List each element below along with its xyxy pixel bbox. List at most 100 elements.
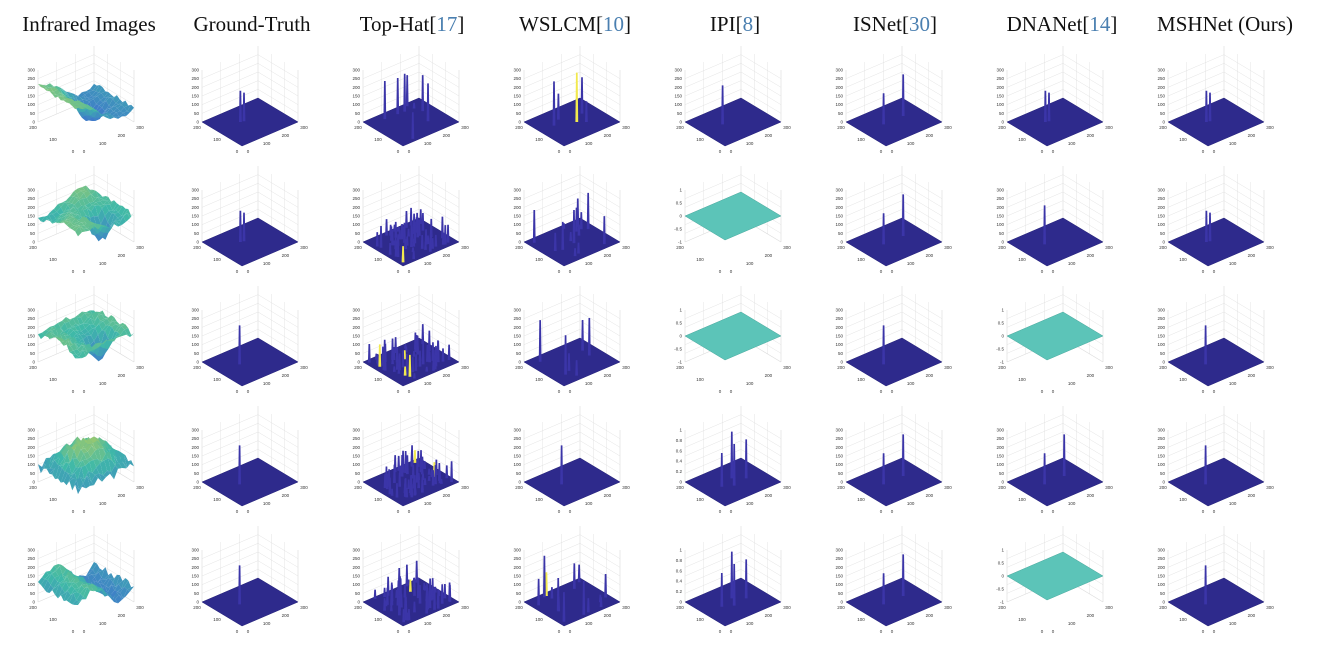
y-tick-label: 0 — [558, 509, 561, 514]
column-header-infrared-images: Infrared Images — [22, 12, 156, 37]
z-tick-label: 200 — [513, 85, 521, 90]
surface-facet — [90, 316, 98, 325]
z-tick-label: 250 — [1157, 76, 1165, 81]
citation-link[interactable]: 30 — [909, 12, 930, 36]
response-peak — [744, 559, 748, 599]
z-tick-label: 50 — [838, 591, 844, 596]
citation-link[interactable]: 10 — [603, 12, 625, 36]
z-tick-label: 0.5 — [676, 321, 683, 326]
z-tick-label: 250 — [191, 196, 199, 201]
x-tick-label: 200 — [926, 133, 934, 138]
surface-facet — [67, 570, 75, 579]
surface-facet — [90, 193, 98, 202]
x-tick-label: 100 — [1068, 381, 1076, 386]
surface-facet — [127, 104, 134, 113]
surface-facet — [76, 225, 84, 229]
surface-facet — [60, 452, 68, 466]
y-tick-label: 0 — [880, 509, 883, 514]
y-tick-label: 100 — [857, 137, 865, 142]
surface-facet — [73, 436, 81, 449]
citation-link[interactable]: 17 — [436, 12, 458, 36]
surface-facet — [90, 561, 97, 570]
surface-facet — [73, 102, 81, 106]
response-peak — [575, 360, 579, 376]
surface-facet — [83, 228, 90, 232]
z-tick-label: 300 — [513, 548, 521, 553]
x-tick-label: 200 — [1087, 133, 1095, 138]
surface-facet — [80, 313, 88, 324]
surface-facet — [83, 106, 90, 111]
response-peak — [242, 212, 246, 242]
x-tick-label: 300 — [783, 125, 791, 130]
surface-facet — [108, 458, 116, 472]
z-tick-label: 200 — [513, 565, 521, 570]
z-tick-label: 250 — [513, 76, 521, 81]
z-tick-label: 0.8 — [676, 558, 683, 563]
z-tick-label: 250 — [27, 196, 35, 201]
response-peak — [586, 192, 590, 230]
surface-facet — [80, 587, 88, 597]
surface-facet — [98, 236, 106, 242]
x-tick-label: 300 — [944, 605, 952, 610]
citation-link[interactable]: 14 — [1089, 12, 1111, 36]
x-tick-label: 200 — [118, 373, 126, 378]
z-tick-label: 100 — [513, 222, 521, 227]
surface-facet — [47, 330, 55, 337]
z-tick-label: 250 — [191, 436, 199, 441]
surface-facet — [85, 202, 93, 208]
citation-link[interactable]: 8 — [742, 12, 754, 36]
plot-row3-ground-truth: 300 250 200 150 100 50 0 0 100 200 300 0 100 200 — [191, 286, 308, 394]
plot-row5-isnet: 300 250 200 150 100 50 0 0 100 200 300 0 100 200 — [835, 526, 952, 634]
y-tick-label: 0 — [236, 149, 239, 154]
floor-plane — [1167, 577, 1265, 627]
surface-facet — [59, 566, 67, 575]
surface-facet — [101, 195, 109, 201]
surface-facet — [44, 87, 52, 90]
surface-facet — [115, 594, 122, 604]
surface-facet — [114, 450, 122, 463]
surface-facet — [84, 205, 92, 212]
surface-facet — [98, 567, 106, 578]
surface-facet — [79, 349, 86, 359]
surface-facet — [84, 585, 92, 589]
surface-facet — [82, 311, 89, 314]
z-tick-label: 300 — [352, 428, 360, 433]
response-peak — [379, 225, 383, 248]
surface-facet — [112, 112, 120, 117]
plot-row5-top-hat: 300 250 200 150 100 50 0 0 100 200 300 0 100 200 — [352, 526, 469, 634]
x-tick-label: 300 — [622, 245, 630, 250]
surface-facet — [63, 221, 71, 226]
z-tick-label: 50 — [1160, 351, 1166, 356]
surface-facet — [90, 436, 97, 444]
z-tick-label: 200 — [191, 565, 199, 570]
surface-facet — [90, 95, 98, 100]
z-tick-label: 0 — [32, 360, 35, 365]
surface-facet — [113, 331, 121, 341]
surface-facet — [87, 574, 95, 583]
x-tick-label: 300 — [300, 125, 308, 130]
x-tick-label: 200 — [604, 613, 612, 618]
surface-facet — [76, 191, 84, 199]
x-tick-label: 200 — [282, 253, 290, 258]
response-peak — [431, 342, 435, 361]
z-tick-label: 300 — [1157, 548, 1165, 553]
surface-facet — [107, 94, 114, 98]
y-tick-label: 200 — [354, 365, 362, 370]
y-tick-label: 200 — [998, 125, 1006, 130]
response-peak — [434, 465, 437, 485]
surface-facet — [55, 95, 62, 98]
surface-facet — [94, 353, 102, 362]
z-tick-label: 0 — [1001, 480, 1004, 485]
z-tick-label: 150 — [1157, 574, 1165, 579]
surface-facet — [58, 320, 65, 328]
z-tick-label: 100 — [27, 462, 35, 467]
surface-facet — [43, 460, 51, 469]
z-tick-label: 0 — [1162, 360, 1165, 365]
x-tick-label: 300 — [783, 365, 791, 370]
flat-surface — [1006, 551, 1104, 601]
response-peak — [1208, 212, 1212, 242]
z-tick-label: 300 — [352, 188, 360, 193]
y-tick-label: 0 — [236, 629, 239, 634]
z-tick-label: 150 — [513, 334, 521, 339]
response-peak — [545, 572, 548, 596]
